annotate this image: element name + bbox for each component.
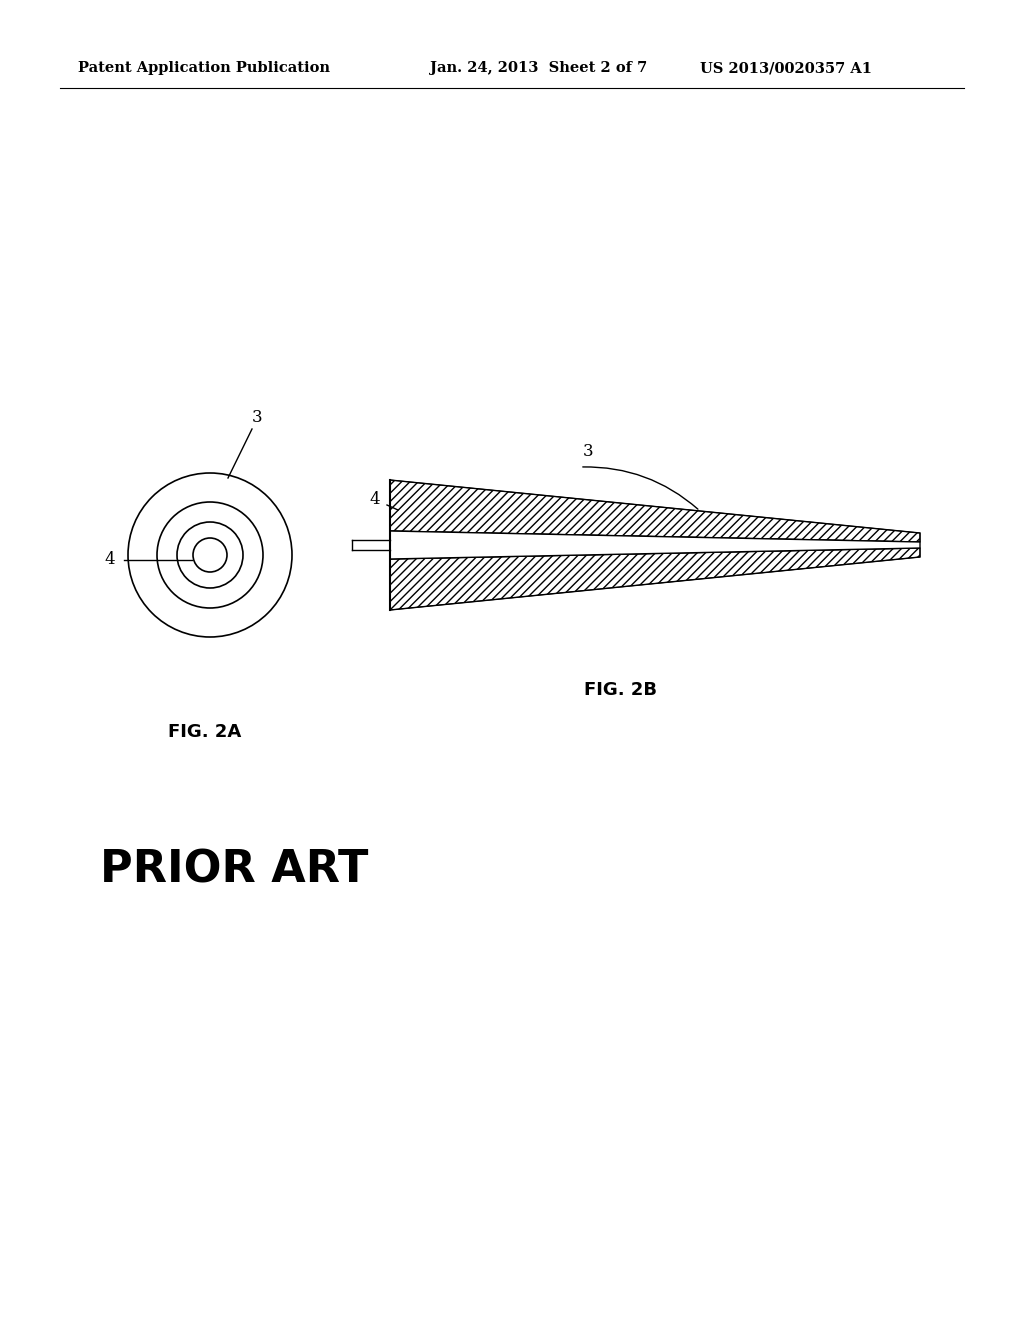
Text: 4: 4 (104, 552, 116, 569)
Text: PRIOR ART: PRIOR ART (100, 849, 369, 891)
Text: FIG. 2B: FIG. 2B (584, 681, 656, 700)
Text: 3: 3 (252, 408, 262, 425)
Text: US 2013/0020357 A1: US 2013/0020357 A1 (700, 61, 872, 75)
Text: 3: 3 (583, 442, 593, 459)
Text: Jan. 24, 2013  Sheet 2 of 7: Jan. 24, 2013 Sheet 2 of 7 (430, 61, 647, 75)
Polygon shape (390, 531, 920, 558)
Text: Patent Application Publication: Patent Application Publication (78, 61, 330, 75)
Polygon shape (390, 480, 920, 543)
Text: FIG. 2A: FIG. 2A (168, 723, 242, 741)
Text: 4: 4 (370, 491, 380, 508)
Polygon shape (390, 548, 920, 610)
